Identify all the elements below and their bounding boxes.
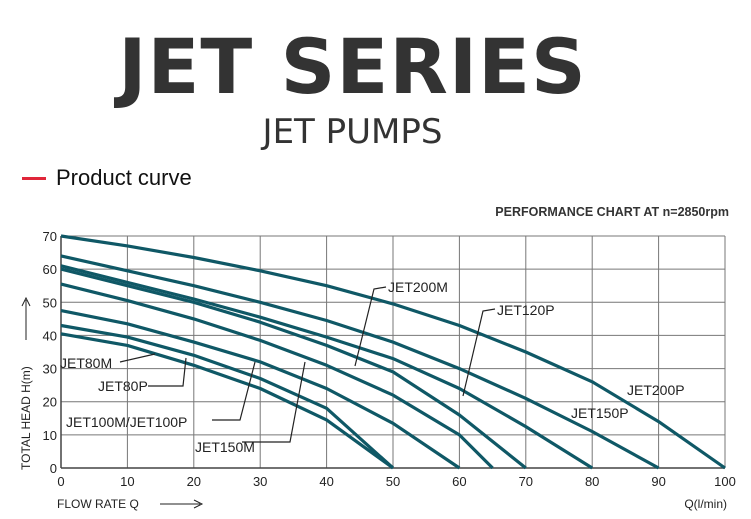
leader-line — [242, 361, 306, 443]
series-line-jet150m — [60, 282, 494, 470]
x-axis-arrow-icon — [160, 499, 204, 509]
chart-title: PERFORMANCE CHART AT n=2850rpm — [495, 205, 729, 219]
series-label: JET120P — [497, 302, 555, 318]
x-axis-unit: Q(l/min) — [684, 497, 727, 511]
series-line-jet120p — [60, 264, 594, 470]
x-tick-label: 0 — [57, 474, 64, 489]
x-axis-label: FLOW RATE Q — [57, 497, 139, 511]
y-tick-label: 20 — [43, 395, 57, 410]
legend-swatch — [22, 176, 46, 180]
series-label: JET200M — [388, 279, 448, 295]
leader-line — [148, 357, 187, 387]
page-subtitle: JET PUMPS — [262, 112, 443, 152]
x-tick-label: 30 — [253, 474, 267, 489]
series-line-jet200p — [60, 234, 726, 470]
x-tick-label: 50 — [386, 474, 400, 489]
leader-line — [462, 308, 496, 397]
x-tick-label: 90 — [651, 474, 665, 489]
y-tick-label: 30 — [43, 362, 57, 377]
y-tick-label: 70 — [43, 229, 57, 244]
series-line-jet200m — [60, 267, 527, 470]
x-tick-label: 70 — [519, 474, 533, 489]
series-label: JET150P — [571, 405, 629, 421]
series-line-jet100m-jet100p — [60, 309, 461, 470]
series-label: JET100M/JET100P — [66, 414, 187, 430]
legend: Product curve — [22, 165, 192, 191]
y-tick-label: 50 — [43, 295, 57, 310]
series-label: JET80P — [98, 378, 148, 394]
leader-line — [354, 286, 387, 367]
series-line-jet80p — [60, 323, 395, 470]
page-title: JET SERIES — [118, 22, 587, 111]
series-line-jet150p — [60, 254, 660, 470]
x-tick-label: 40 — [319, 474, 333, 489]
series-line-jet80m — [60, 332, 394, 470]
leader-line — [212, 361, 256, 421]
series-label: JET150M — [195, 439, 255, 455]
y-axis-label: TOTAL HEAD H(m) — [19, 366, 33, 470]
y-tick-label: 10 — [43, 428, 57, 443]
y-tick-label: 40 — [43, 328, 57, 343]
leader-line — [119, 353, 156, 363]
x-tick-label: 100 — [714, 474, 736, 489]
series-label: JET80M — [60, 355, 112, 371]
y-axis-arrow-icon — [21, 296, 31, 340]
y-tick-label: 60 — [43, 262, 57, 277]
x-tick-label: 60 — [452, 474, 466, 489]
x-tick-label: 20 — [187, 474, 201, 489]
legend-label: Product curve — [56, 165, 192, 190]
y-tick-label: 0 — [50, 461, 57, 476]
x-tick-label: 10 — [120, 474, 134, 489]
series-label: JET200P — [627, 382, 685, 398]
x-tick-label: 80 — [585, 474, 599, 489]
